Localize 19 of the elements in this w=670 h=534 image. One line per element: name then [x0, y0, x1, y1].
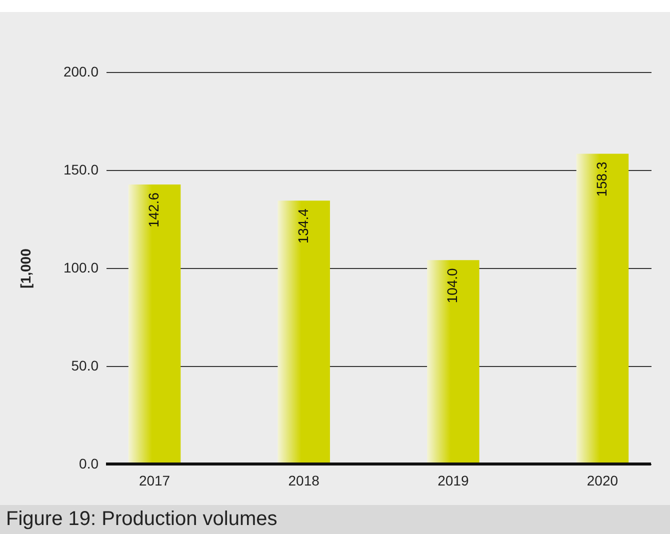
- x-tick-label: 2017: [138, 472, 170, 488]
- bar: [278, 200, 330, 464]
- bar: [576, 154, 629, 464]
- x-tick-label: 2019: [438, 472, 469, 488]
- data-label: 104.0: [444, 268, 460, 304]
- y-tick-label: 100.0: [63, 260, 99, 276]
- text: Figure 19: Production volumes: [0, 505, 670, 534]
- x-tick-label: 2020: [586, 472, 618, 488]
- y-axis-title: [1,000: [17, 248, 34, 288]
- data-label: 158.3: [593, 162, 610, 197]
- bar: [427, 260, 480, 464]
- x-tick-label: 2018: [288, 472, 320, 488]
- y-tick-label: 50.0: [71, 358, 99, 374]
- y-tick-label: 200.0: [63, 64, 99, 80]
- bar: [128, 184, 181, 464]
- y-tick-label: 0.0: [79, 456, 99, 472]
- data-label: 134.4: [294, 208, 311, 244]
- y-tick-label: 150.0: [63, 162, 99, 178]
- data-label: 142.6: [146, 192, 162, 228]
